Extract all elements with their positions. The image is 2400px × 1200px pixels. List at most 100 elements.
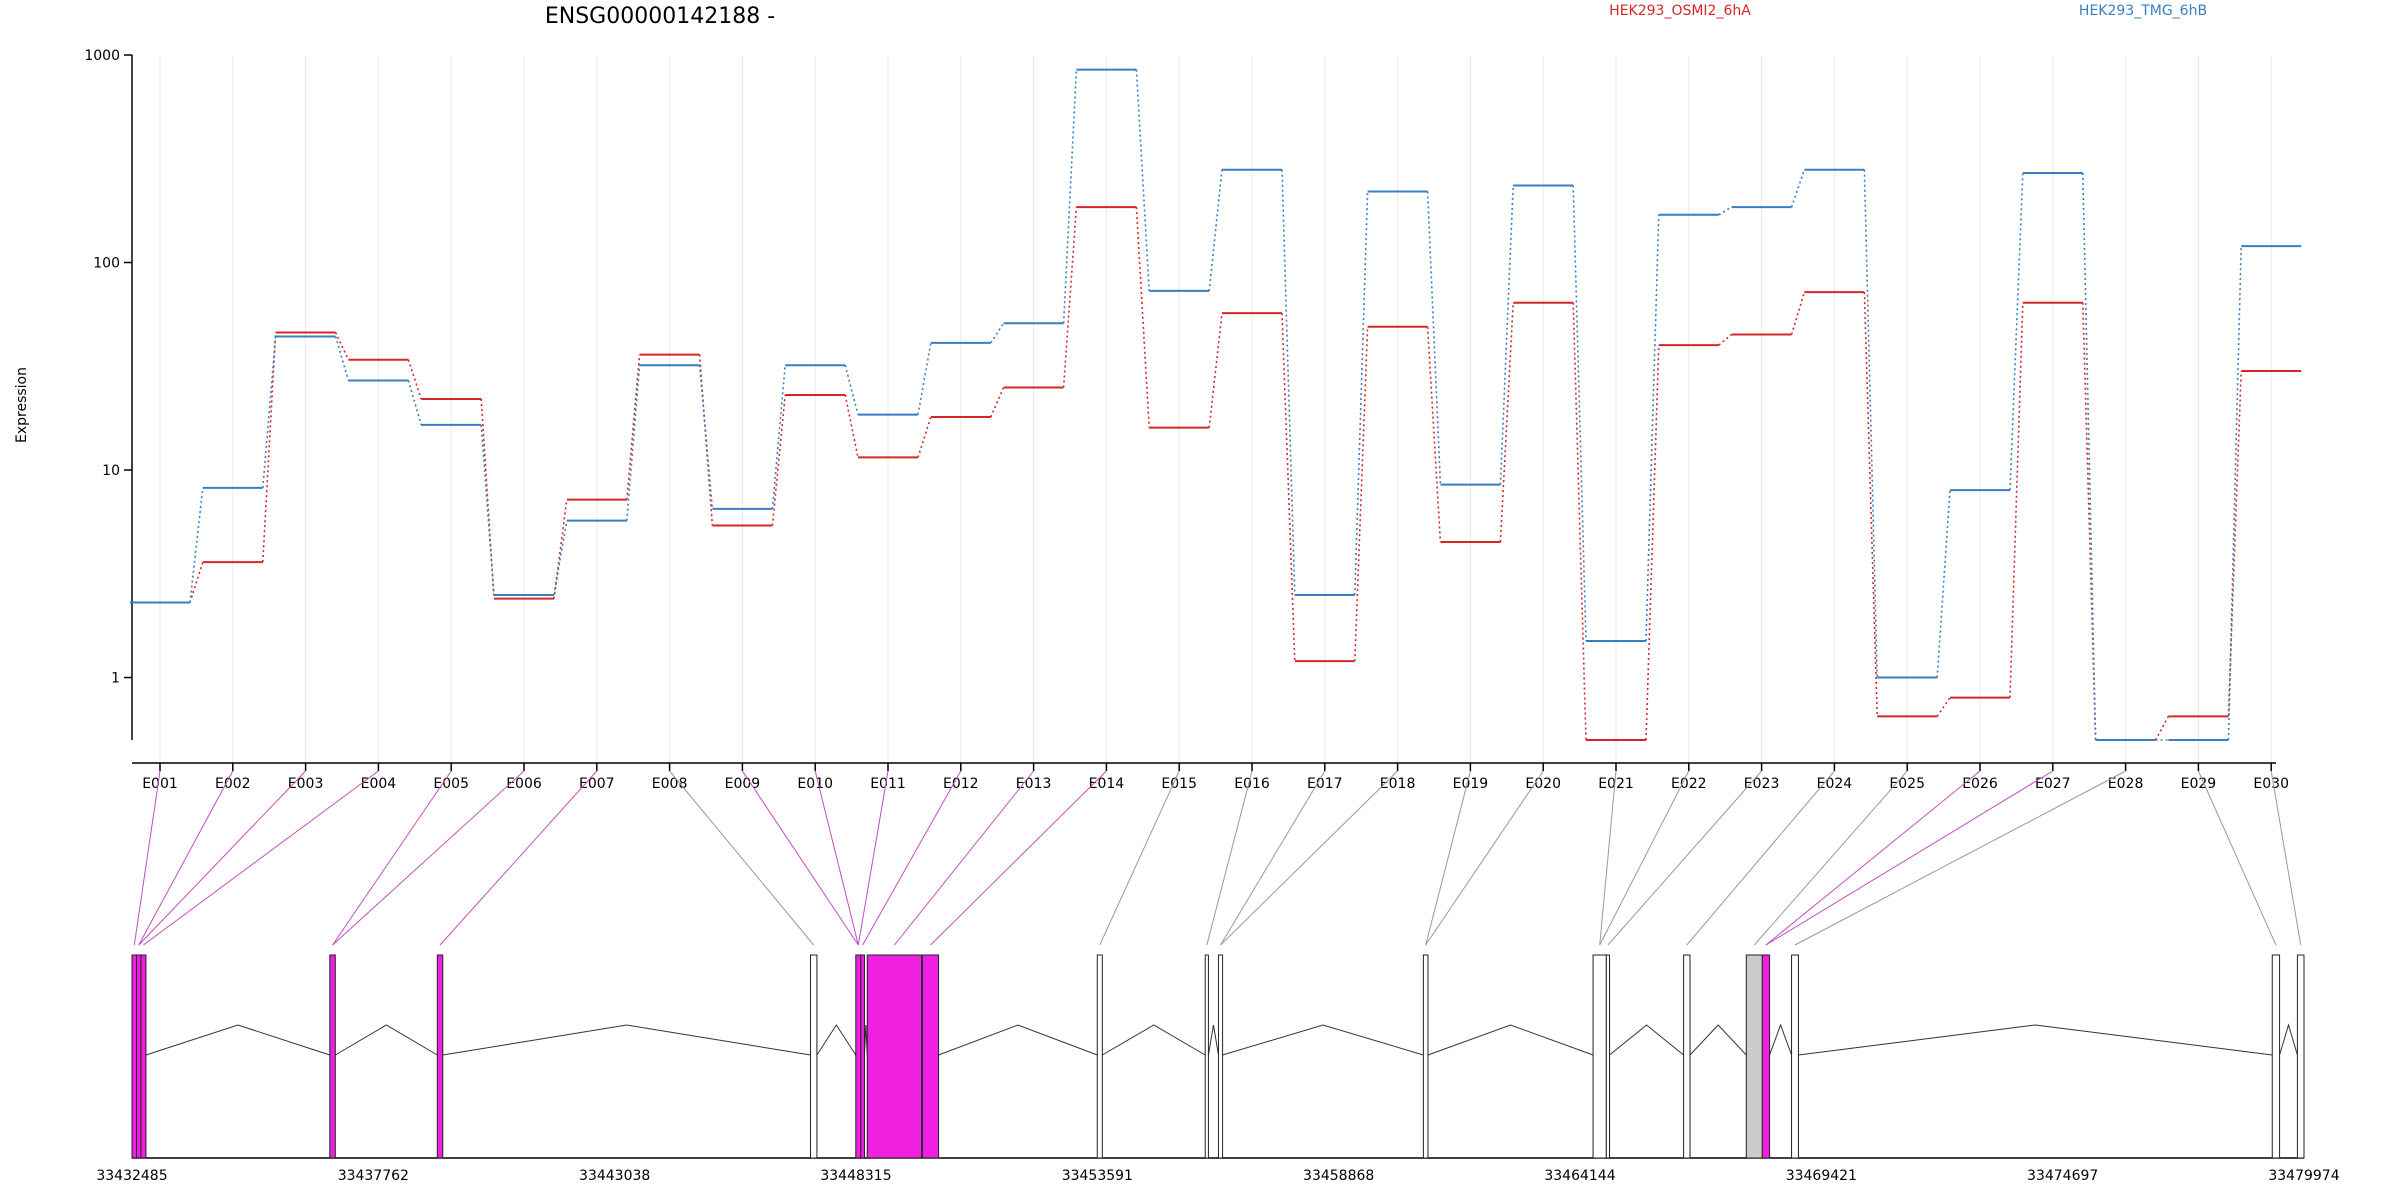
intron-14: [1427, 1024, 1594, 1056]
y-tick-label-10: 10: [102, 463, 120, 479]
y-axis-label: Expression: [14, 367, 30, 443]
series-2-link-8: [698, 365, 714, 509]
exon-16: [1605, 954, 1611, 1159]
connector-e011: [857, 770, 889, 946]
series-1-link-18: [1426, 326, 1442, 543]
chart-title: ENSG00000142188 -: [545, 4, 775, 29]
connector-e013: [894, 770, 1034, 946]
exon-18: [1745, 954, 1763, 1159]
x-tick-label-e007: E007: [579, 776, 615, 792]
series-1-link-22: [1718, 333, 1733, 346]
intron-20: [1798, 1024, 2273, 1056]
series-1-link-20: [1572, 302, 1587, 741]
connector-e002: [138, 770, 234, 946]
y-tick-label-1000: 1000: [84, 48, 120, 64]
connector-e010: [814, 770, 859, 946]
connector-e030: [2270, 770, 2302, 946]
x-tick-label-e006: E006: [506, 776, 542, 792]
series-2: [130, 68, 2302, 741]
connector-e014: [930, 770, 1107, 946]
coord-label-3: 33443038: [579, 1168, 650, 1184]
series-2-link-1: [189, 487, 204, 603]
exon-5: [436, 954, 444, 1159]
connector-e023: [1607, 770, 1762, 946]
series-1-link-7: [626, 354, 641, 500]
series-1-link-24: [1863, 292, 1878, 717]
connector-e015: [1099, 770, 1180, 946]
grid-layer: [159, 55, 2272, 763]
x-tick-label-e013: E013: [1016, 776, 1052, 792]
exon-12: [1204, 954, 1209, 1159]
coord-label-10: 33479974: [2268, 1168, 2339, 1184]
series-2-link-14: [1135, 69, 1150, 291]
y-tick-label-100: 100: [93, 256, 120, 272]
series-1-link-12: [990, 387, 1005, 418]
intron-19: [1769, 1023, 1793, 1056]
series-2-link-20: [1572, 185, 1587, 642]
x-tick-label-e015: E015: [1161, 776, 1197, 792]
exon-20: [1791, 954, 1799, 1159]
series-1-link-2: [262, 332, 277, 563]
series-1-link-3: [334, 332, 350, 361]
intron-21: [2279, 1023, 2298, 1056]
x-tick-label-e028: E028: [2108, 776, 2144, 792]
series-2-link-25: [1936, 490, 1951, 678]
x-tick-label-e002: E002: [215, 776, 251, 792]
x-tick-label-e023: E023: [1744, 776, 1780, 792]
series-1-link-4: [407, 359, 422, 400]
x-tick-label-e030: E030: [2253, 776, 2289, 792]
exon-22: [2296, 954, 2305, 1159]
connector-e020: [1425, 770, 1544, 946]
connector-e006: [332, 770, 525, 946]
exon-14: [1422, 954, 1429, 1159]
series-1-link-16: [1281, 313, 1296, 662]
intron-12: [1207, 1024, 1219, 1056]
connector-e016: [1206, 770, 1253, 946]
intron-16: [1609, 1024, 1684, 1056]
x-tick-label-e017: E017: [1307, 776, 1343, 792]
series-1-link-14: [1135, 207, 1150, 428]
connector-e025: [1753, 770, 1908, 946]
x-tick-label-e004: E004: [361, 776, 397, 792]
connector-e018: [1220, 770, 1398, 946]
series-1-link-9: [771, 394, 786, 526]
connector-e019: [1425, 770, 1471, 946]
series-1-link-15: [1208, 313, 1223, 428]
coord-label-8: 33469421: [1786, 1168, 1857, 1184]
series-1-link-5: [480, 398, 495, 599]
exon-17: [1683, 954, 1691, 1159]
intron-13: [1222, 1024, 1424, 1056]
x-tick-label-e024: E024: [1817, 776, 1853, 792]
series-2-link-23: [1790, 169, 1806, 208]
series-2-link-4: [407, 380, 422, 426]
connector-e017: [1220, 770, 1326, 946]
connector-e007: [439, 770, 598, 946]
series-2-link-12: [990, 322, 1005, 344]
coord-label-6: 33458868: [1303, 1168, 1374, 1184]
series-1-link-23: [1790, 291, 1806, 335]
series-2-link-13: [1062, 69, 1078, 324]
x-tick-label-e020: E020: [1525, 776, 1561, 792]
series-1-link-10: [844, 394, 859, 458]
series-2-link-15: [1208, 169, 1223, 291]
series-2-link-16: [1281, 169, 1296, 595]
exon-1: [131, 954, 138, 1159]
x-tick-label-e029: E029: [2181, 776, 2217, 792]
exon-8: [860, 954, 865, 1159]
x-tick-label-e018: E018: [1380, 776, 1416, 792]
x-tick-label-e012: E012: [943, 776, 979, 792]
x-tick-label-e010: E010: [797, 776, 833, 792]
coord-label-7: 33464144: [1544, 1168, 1615, 1184]
connector-e028: [1794, 770, 2126, 946]
series-2-link-11: [917, 342, 932, 415]
legend-series-2: HEK293_TMG_6hB: [2079, 3, 2207, 19]
x-tick-label-e005: E005: [433, 776, 469, 792]
coord-label-5: 33453591: [1062, 1168, 1133, 1184]
series-1-link-11: [917, 416, 932, 458]
x-tick-label-e001: E001: [142, 776, 178, 792]
series-2-link-2: [262, 336, 277, 488]
series-2-link-5: [480, 424, 495, 596]
series-2-link-21: [1645, 214, 1660, 642]
